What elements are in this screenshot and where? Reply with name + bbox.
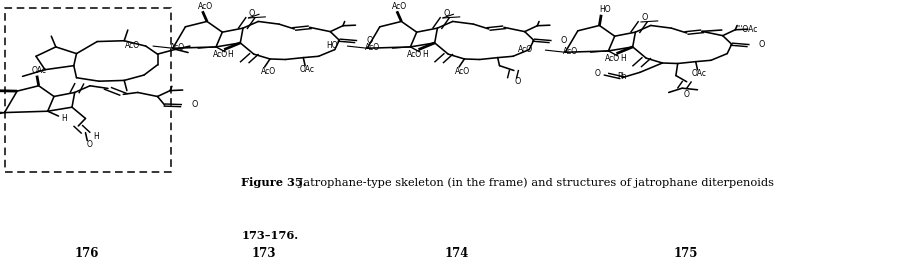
Text: O: O (86, 140, 92, 150)
Text: O: O (561, 36, 567, 45)
Text: 174: 174 (445, 247, 470, 260)
Text: O: O (595, 69, 600, 78)
Text: AcO: AcO (518, 45, 533, 54)
Text: AcO: AcO (198, 2, 212, 11)
Text: O: O (514, 77, 521, 86)
Text: H: H (422, 50, 427, 59)
Text: O: O (248, 9, 256, 18)
Text: AcO: AcO (364, 43, 380, 52)
Bar (5, 8, 171, 172)
Text: AcO: AcO (408, 50, 422, 59)
Text: OAc: OAc (32, 66, 46, 75)
Text: O: O (759, 40, 765, 49)
Text: OAc: OAc (300, 65, 314, 75)
Text: Ph: Ph (616, 72, 626, 81)
Text: Jatrophane-type skeleton (in the frame) and structures of jatrophane diterpenoid: Jatrophane-type skeleton (in the frame) … (295, 177, 774, 188)
Text: O: O (192, 100, 198, 109)
Text: AcO: AcO (606, 54, 620, 63)
Text: AcO: AcO (125, 41, 140, 50)
Text: H: H (228, 50, 233, 59)
Text: O: O (684, 90, 689, 99)
Text: H: H (94, 132, 99, 142)
Text: AcO: AcO (213, 50, 228, 59)
Text: 173: 173 (251, 247, 276, 260)
Text: AcO: AcO (562, 47, 578, 56)
Text: H: H (61, 114, 67, 123)
Text: OAc: OAc (692, 69, 706, 79)
Text: 176: 176 (74, 247, 99, 260)
Text: 173–176.: 173–176. (241, 230, 298, 241)
Text: HO: HO (599, 5, 610, 14)
Text: AcO: AcO (392, 2, 407, 11)
Text: 175: 175 (673, 247, 698, 260)
Text: H: H (620, 54, 625, 63)
Text: AcO: AcO (170, 43, 185, 52)
Text: O: O (641, 13, 648, 22)
Text: AcO: AcO (261, 67, 275, 76)
Text: AcO: AcO (455, 67, 470, 76)
Text: Figure 35.: Figure 35. (241, 177, 307, 188)
Text: O: O (366, 36, 373, 45)
Text: O: O (443, 9, 450, 18)
Text: '''OAc: '''OAc (736, 25, 758, 34)
Text: HO: HO (326, 41, 338, 50)
